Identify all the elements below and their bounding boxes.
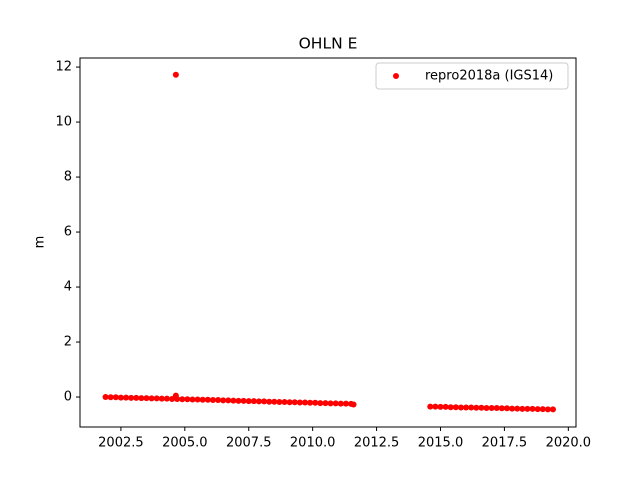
point	[153, 395, 160, 402]
point	[478, 404, 485, 411]
point	[102, 394, 109, 401]
point	[457, 404, 464, 411]
point	[240, 397, 247, 404]
point	[245, 398, 252, 405]
point	[286, 399, 293, 406]
legend-marker	[393, 73, 399, 79]
x-tick-label: 2005.0	[162, 436, 208, 451]
point	[524, 405, 531, 412]
point	[250, 398, 257, 405]
point	[133, 394, 140, 401]
point	[194, 396, 201, 403]
point	[271, 398, 278, 405]
y-tick-label: 6	[64, 225, 72, 240]
y-tick-label: 8	[64, 170, 72, 185]
point	[163, 395, 170, 402]
x-tick-label: 2007.5	[226, 436, 272, 451]
x-tick-label: 2002.5	[98, 436, 144, 451]
x-tick-label: 2020.0	[546, 436, 592, 451]
plot-frame	[79, 57, 577, 428]
point	[493, 405, 500, 412]
point	[204, 396, 211, 403]
point	[148, 395, 155, 402]
point	[281, 398, 288, 405]
point	[261, 398, 268, 405]
point	[322, 400, 329, 407]
point	[189, 396, 196, 403]
legend-box	[375, 62, 569, 90]
point	[179, 396, 186, 403]
point	[483, 405, 490, 412]
x-tick-label: 2012.5	[354, 436, 400, 451]
point	[549, 406, 556, 413]
point	[266, 398, 273, 405]
point	[468, 404, 475, 411]
point	[337, 400, 344, 407]
point	[534, 406, 541, 413]
point	[107, 394, 114, 401]
point	[327, 400, 334, 407]
y-tick-label: 2	[64, 335, 72, 350]
point	[350, 401, 357, 408]
point	[230, 397, 237, 404]
point	[539, 406, 546, 413]
point	[199, 396, 206, 403]
point	[463, 404, 470, 411]
point	[488, 405, 495, 412]
y-tick-label: 0	[64, 390, 72, 405]
point	[112, 394, 119, 401]
point	[215, 397, 222, 404]
point	[442, 403, 449, 410]
point	[158, 395, 165, 402]
point	[117, 394, 124, 401]
point	[220, 397, 227, 404]
point	[184, 396, 191, 403]
point	[307, 399, 314, 406]
point	[452, 404, 459, 411]
point	[255, 398, 262, 405]
point	[519, 405, 526, 412]
chart-title: OHLN E	[299, 35, 358, 53]
x-tick-label: 2010.0	[290, 436, 336, 451]
x-tick-label: 2015.0	[418, 436, 464, 451]
point	[503, 405, 510, 412]
point	[143, 395, 150, 402]
point	[291, 399, 298, 406]
point	[509, 405, 516, 412]
point	[123, 394, 130, 401]
point	[332, 400, 339, 407]
point	[276, 398, 283, 405]
point	[296, 399, 303, 406]
point	[529, 405, 536, 412]
point	[342, 400, 349, 407]
y-tick-label: 12	[55, 60, 72, 75]
point	[447, 404, 454, 411]
y-tick-label: 4	[64, 280, 72, 295]
point	[172, 392, 179, 399]
point	[225, 397, 232, 404]
point	[301, 399, 308, 406]
point	[432, 403, 439, 410]
point	[514, 405, 521, 412]
y-tick-label: 10	[55, 115, 72, 130]
point	[473, 404, 480, 411]
x-tick-label: 2017.5	[482, 436, 528, 451]
point	[437, 403, 444, 410]
point	[312, 399, 319, 406]
point	[128, 394, 135, 401]
point	[544, 406, 551, 413]
y-axis-label: m	[33, 236, 48, 249]
point	[138, 395, 145, 402]
point	[498, 405, 505, 412]
legend-label: repro2018a (IGS14)	[425, 69, 553, 84]
point	[235, 397, 242, 404]
point	[427, 403, 434, 410]
point	[172, 71, 179, 78]
point	[209, 397, 216, 404]
point	[317, 400, 324, 407]
